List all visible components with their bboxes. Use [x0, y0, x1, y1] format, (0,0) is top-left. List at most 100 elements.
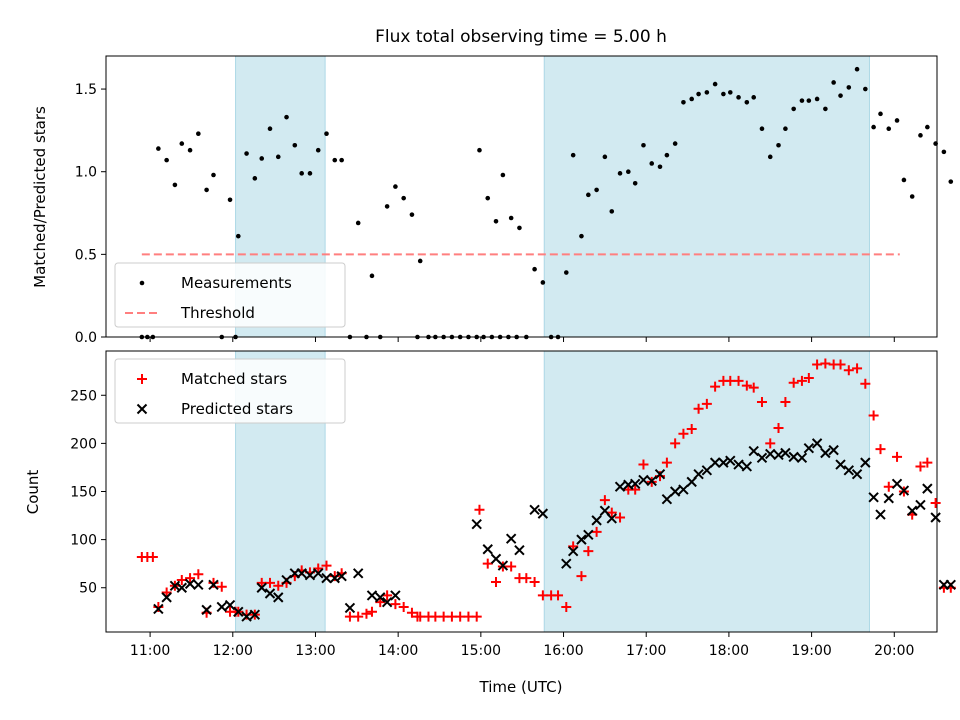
bottom-point-1-3 — [176, 582, 188, 593]
top-point-0-51 — [477, 147, 482, 153]
bottom-point-1-30 — [471, 519, 482, 530]
bottom-point-0-52 — [521, 573, 532, 584]
top-legend-symbol-0 — [139, 280, 145, 286]
bottom-point-1-69 — [803, 442, 815, 454]
bottom-point-0-32 — [375, 597, 386, 608]
bottom-point-0-75 — [701, 398, 712, 409]
bottom-point-0-88 — [803, 372, 814, 383]
top-point-0-61 — [555, 334, 561, 340]
bottom-x-tick-label-7: 18:00 — [709, 643, 749, 659]
top-point-0-92 — [799, 98, 805, 103]
bottom-point-1-57 — [709, 457, 721, 468]
bottom-point-0-61 — [591, 526, 602, 537]
bottom-x-tick-label-8: 19:00 — [791, 643, 831, 659]
bottom-point-1-39 — [567, 545, 579, 557]
bottom-point-1-35 — [514, 544, 525, 556]
top-point-0-18 — [267, 126, 273, 132]
bottom-point-1-64 — [765, 448, 776, 460]
top-point-0-30 — [364, 334, 369, 340]
top-point-0-59 — [540, 280, 546, 285]
bottom-point-1-25 — [352, 568, 364, 579]
top-point-0-72 — [641, 142, 646, 148]
top-point-0-104 — [894, 118, 900, 123]
bottom-shaded-interval-1 — [543, 350, 870, 633]
top-point-0-75 — [664, 152, 670, 158]
top-point-0-1 — [145, 334, 150, 340]
bottom-point-1-31 — [482, 544, 493, 555]
bottom-point-0-60 — [583, 546, 594, 557]
bottom-point-0-8 — [193, 569, 204, 580]
top-point-0-50 — [514, 334, 519, 340]
bottom-x-tick-label-2: 13:00 — [295, 643, 335, 659]
top-point-0-45 — [474, 334, 480, 340]
top-point-0-6 — [179, 141, 185, 146]
bottom-point-1-12 — [249, 609, 261, 620]
bottom-legend-label-0: Matched stars — [181, 370, 287, 388]
bottom-point-1-23 — [336, 570, 347, 582]
bottom-legend-symbol-0 — [137, 374, 147, 384]
bottom-point-0-58 — [568, 541, 579, 552]
bottom-point-1-49 — [646, 475, 657, 487]
bottom-point-1-68 — [796, 452, 808, 464]
top-point-0-88 — [767, 154, 773, 160]
bottom-point-0-103 — [922, 457, 933, 468]
bottom-point-1-0 — [153, 603, 164, 615]
top-point-0-100 — [863, 86, 868, 92]
top-point-0-20 — [284, 114, 289, 120]
top-point-0-31 — [369, 273, 375, 279]
top-point-0-108 — [925, 124, 930, 130]
top-point-0-33 — [384, 204, 390, 209]
top-point-0-78 — [689, 96, 694, 102]
top-legend-label-1: Threshold — [180, 304, 255, 322]
top-panel: 0.0 0.5 1.0 1.5 Measurements Threshold — [75, 55, 954, 346]
bottom-point-1-85 — [930, 512, 941, 523]
bottom-y-tick-label-3: 200 — [70, 436, 97, 452]
top-point-0-105 — [901, 177, 907, 183]
bottom-point-0-80 — [741, 380, 752, 391]
bottom-point-1-36 — [529, 504, 540, 515]
top-point-0-63 — [570, 152, 576, 158]
top-point-0-19 — [275, 154, 281, 160]
bottom-point-0-74 — [693, 403, 704, 414]
top-point-0-28 — [347, 334, 353, 340]
top-point-0-70 — [626, 169, 631, 175]
bottom-point-0-35 — [398, 601, 409, 612]
top-point-0-13 — [233, 334, 238, 340]
bottom-point-1-40 — [576, 534, 587, 545]
top-point-0-84 — [736, 95, 741, 100]
top-point-0-32 — [377, 334, 383, 340]
bottom-point-0-4 — [161, 587, 172, 598]
bottom-point-1-72 — [828, 444, 839, 456]
top-point-0-23 — [307, 171, 313, 176]
bottom-point-0-92 — [835, 359, 846, 370]
top-point-0-58 — [532, 266, 537, 272]
bottom-point-1-9 — [224, 599, 236, 611]
top-point-0-11 — [219, 334, 225, 340]
bottom-y-tick-label-4: 250 — [70, 388, 97, 404]
bottom-point-1-15 — [273, 592, 284, 603]
bottom-point-0-30 — [361, 608, 372, 619]
bottom-point-1-74 — [843, 465, 855, 476]
top-point-0-38 — [417, 258, 423, 264]
top-point-0-24 — [315, 147, 321, 153]
top-point-0-101 — [871, 124, 876, 130]
bottom-point-1-84 — [922, 483, 933, 494]
top-y-axis-label: Matched/Predicted stars — [31, 106, 49, 288]
bottom-point-1-59 — [725, 455, 736, 466]
top-point-0-48 — [497, 334, 503, 340]
bottom-point-1-66 — [780, 447, 791, 459]
top-point-0-79 — [696, 91, 701, 97]
bottom-point-1-79 — [883, 493, 894, 504]
top-axes-frame — [105, 55, 938, 338]
bottom-point-1-48 — [638, 474, 649, 486]
top-point-0-25 — [324, 131, 329, 136]
bottom-point-0-7 — [185, 573, 196, 584]
bottom-point-1-16 — [281, 574, 292, 586]
top-point-0-35 — [401, 195, 406, 201]
bottom-point-1-20 — [313, 568, 324, 579]
top-point-0-0 — [139, 334, 145, 340]
bottom-point-1-47 — [629, 478, 641, 490]
bottom-point-0-76 — [710, 381, 721, 392]
top-point-0-74 — [657, 164, 663, 170]
top-point-0-41 — [441, 334, 446, 340]
